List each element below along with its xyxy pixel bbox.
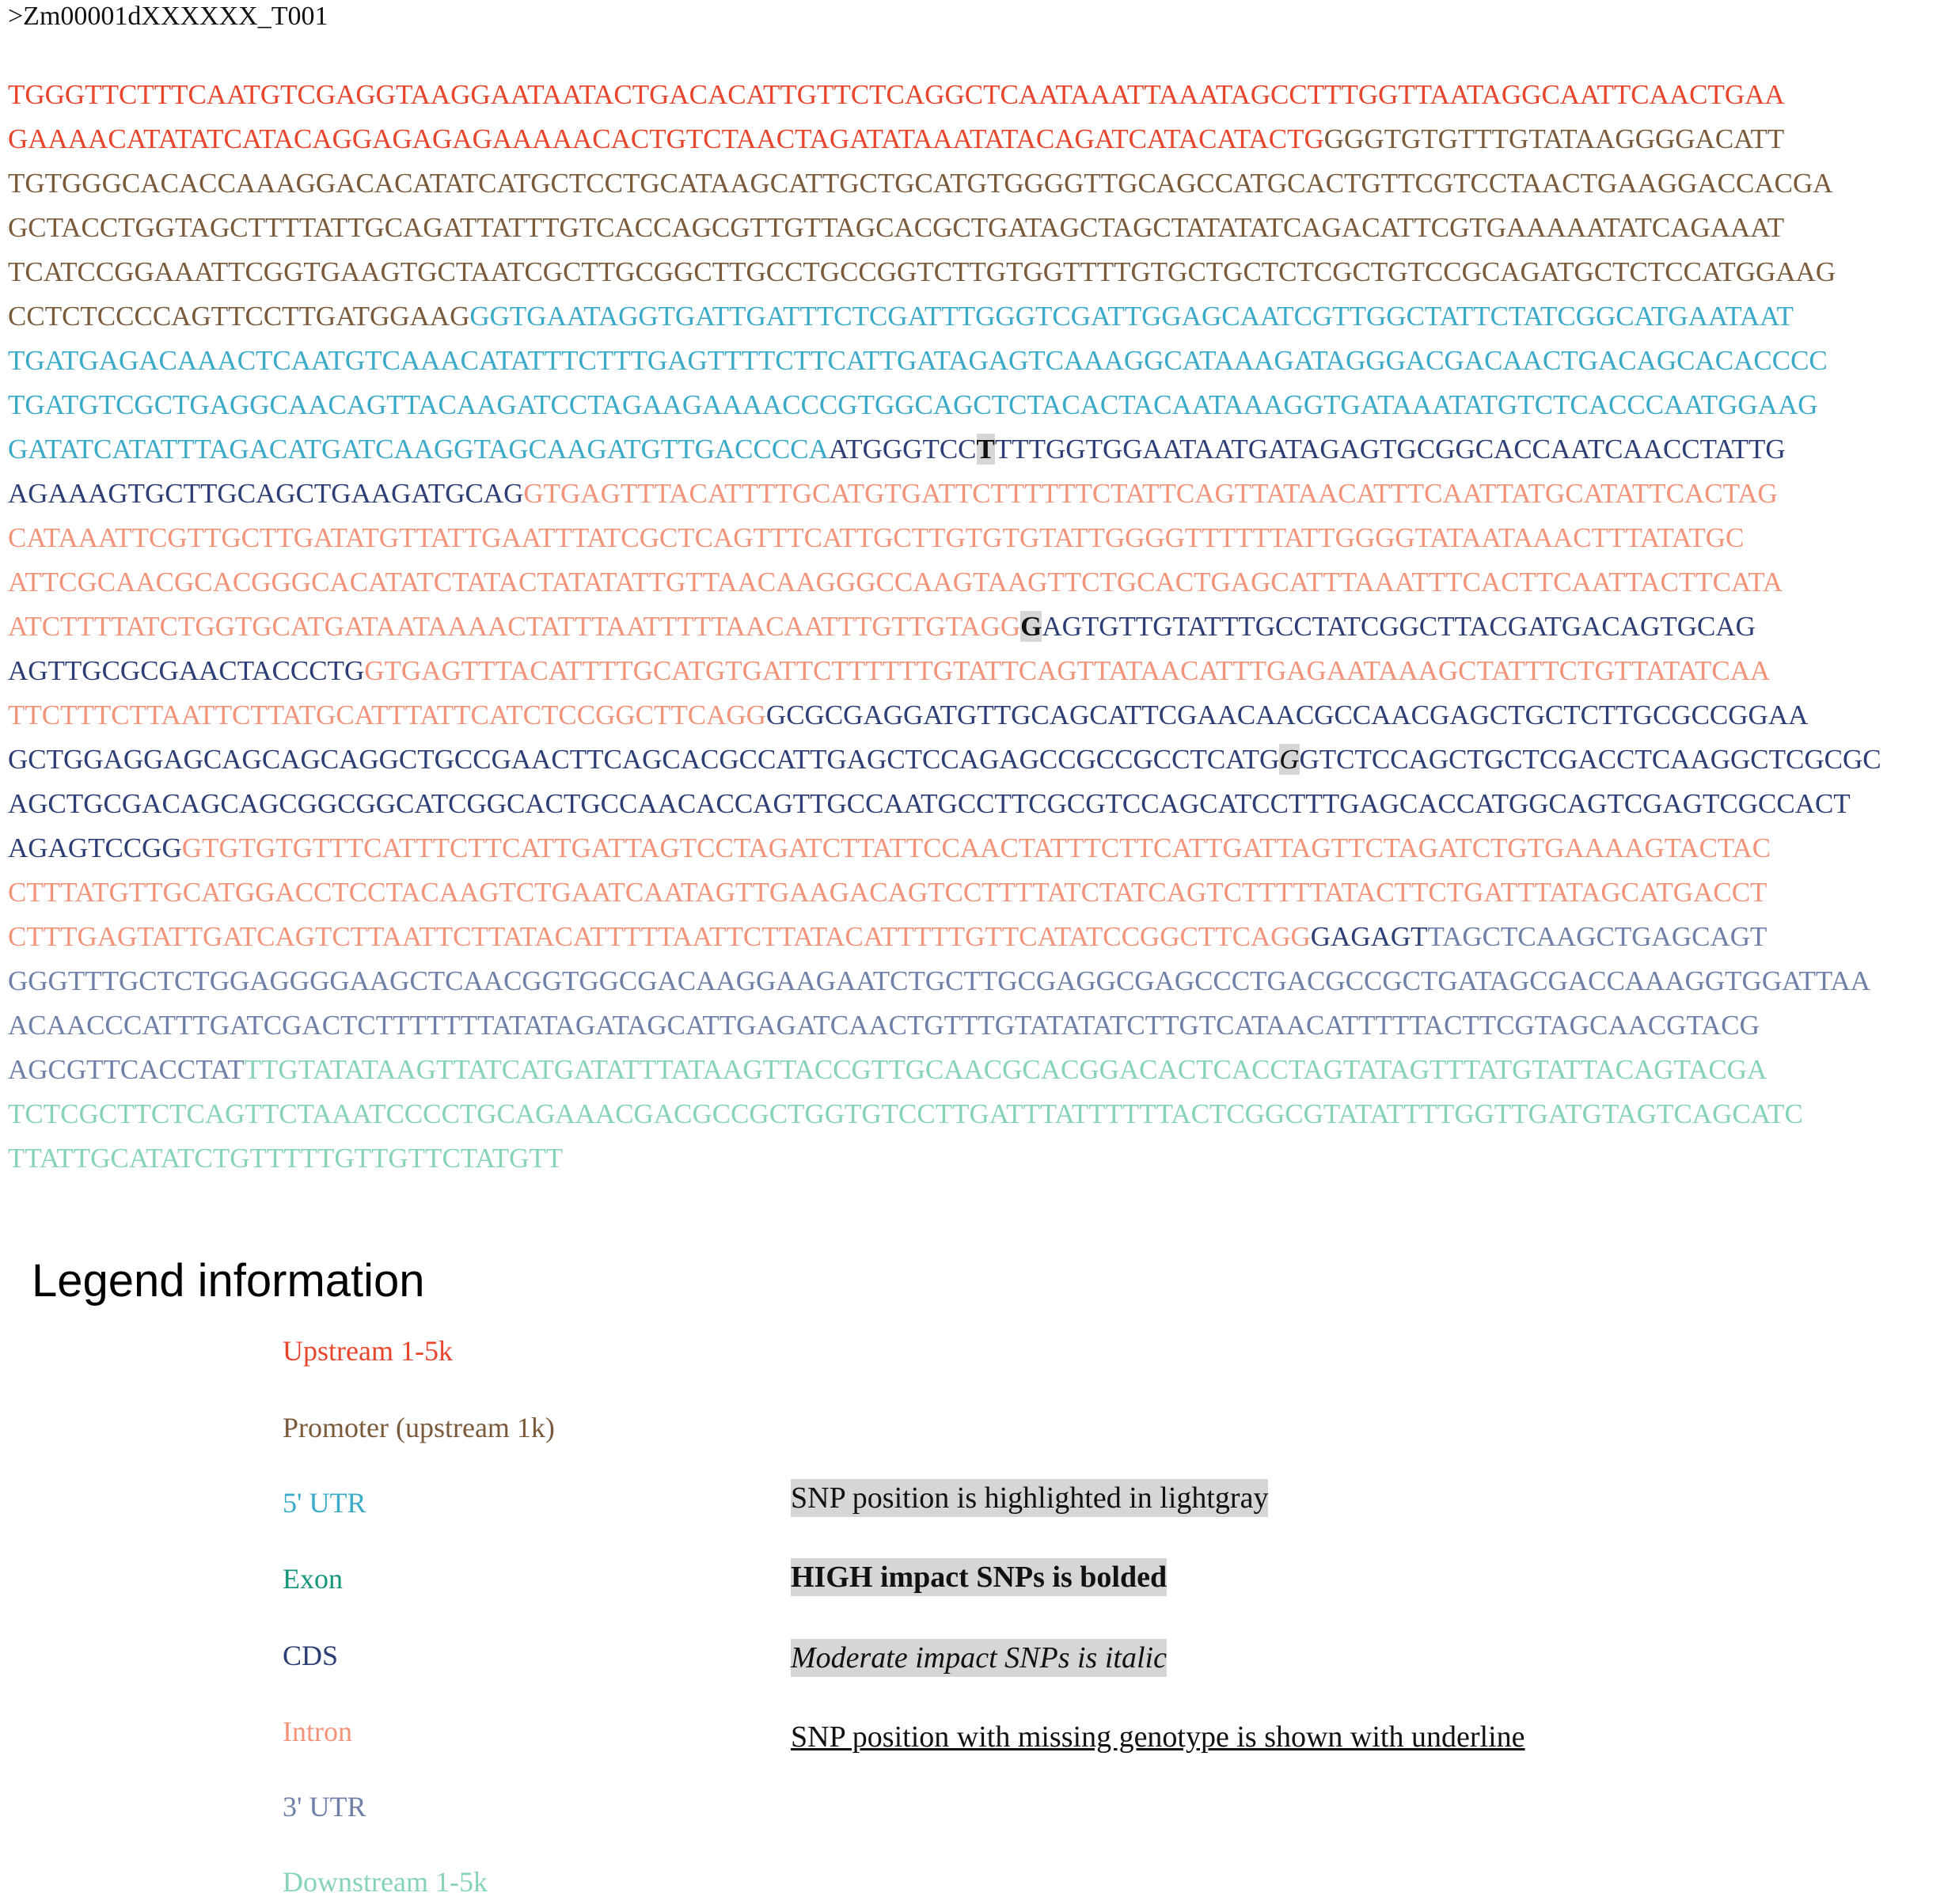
sequence-segment: GTGTGTGTTTCATTTCTTCATTGATTAGTCCTAGATCTTA… <box>181 833 1771 863</box>
sequence-segment: GATATCATATTTAGACATGATCAAGGTAGCAAGATGTTGA… <box>8 434 829 465</box>
sequence-line: GATATCATATTTAGACATGATCAAGGTAGCAAGATGTTGA… <box>8 427 1881 472</box>
legend-note: Moderate impact SNPs is italic <box>791 1639 1167 1677</box>
sequence-line: ATCTTTTATCTGGTGCATGATAATAAAACTATTTAATTTT… <box>8 605 1881 649</box>
sequence-segment: TGTGGGCACACCAAAGGACACATATCATGCTCCTGCATAA… <box>8 168 1833 199</box>
legend-item: 3' UTR <box>283 1791 366 1822</box>
sequence-line: AGCTGCGACAGCAGCGGCGGCATCGGCACTGCCAACACCA… <box>8 782 1881 826</box>
sequence-segment: AGCTGCGACAGCAGCGGCGGCATCGGCACTGCCAACACCA… <box>8 788 1851 819</box>
sequence-line: TTCTTTCTTAATTCTTATGCATTTATTCATCTCCGGCTTC… <box>8 693 1881 738</box>
sequence-segment: CTTTATGTTGCATGGACCTCCTACAAGTCTGAATCAATAG… <box>8 877 1767 908</box>
sequence-segment: ATCTTTTATCTGGTGCATGATAATAAAACTATTTAATTTT… <box>8 611 1021 642</box>
sequence-segment: TTGTATATAAGTTATCATGATATTTATAAGTTACCGTTGC… <box>244 1054 1767 1085</box>
sequence-line: TTATTGCATATCTGTTTTTGTTGTTCTATGTT <box>8 1136 1881 1181</box>
sequence-line: AGAAAGTGCTTGCAGCTGAAGATGCAGGTGAGTTTACATT… <box>8 472 1881 516</box>
sequence-segment: CTTTGAGTATTGATCAGTCTTAATTCTTATACATTTTTAA… <box>8 921 1311 952</box>
legend-item: Downstream 1-5k <box>283 1866 488 1898</box>
sequence-segment: TTATTGCATATCTGTTTTTGTTGTTCTATGTT <box>8 1143 564 1174</box>
legend-item: Intron <box>283 1716 352 1747</box>
sequence-line: TGATGAGACAAACTCAATGTCAAACATATTTCTTTGAGTT… <box>8 339 1881 383</box>
sequence-segment: AGTGTTGTATTTGCCTATCGGCTTACGATGACAGTGCAG <box>1042 611 1756 642</box>
sequence-segment: GTGAGTTTACATTTTGCATGTGATTCTTTTTTGTATTCAG… <box>364 655 1771 686</box>
sequence-segment: AGTTGCGCGAACTACCCTG <box>8 655 365 686</box>
sequence-segment: CATAAATTCGTTGCTTGATATGTTATTGAATTTATCGCTC… <box>8 522 1745 553</box>
snp: G <box>1279 744 1300 775</box>
sequence-segment: TCTCGCTTCTCAGTTCTAAATCCCCTGCAGAAACGACGCC… <box>8 1098 1803 1129</box>
legend-note: SNP position is highlighted in lightgray <box>791 1479 1269 1517</box>
sequence-segment: TTCTTTCTTAATTCTTATGCATTTATTCATCTCCGGCTTC… <box>8 700 766 730</box>
sequence-segment: AGAAAGTGCTTGCAGCTGAAGATGCAG <box>8 478 524 509</box>
sequence-segment: GGTGAATAGGTGATTGATTTCTCGATTTGGGTCGATTGGA… <box>469 301 1794 332</box>
legend-item: 5' UTR <box>283 1487 366 1519</box>
sequence-segment: GGGTGTGTTTGTATAAGGGGACATT <box>1323 123 1785 154</box>
sequence-line: CTTTGAGTATTGATCAGTCTTAATTCTTATACATTTTTAA… <box>8 915 1881 959</box>
legend-item: Exon <box>283 1563 343 1595</box>
sequence-segment: GTCTCCAGCTGCTCGACCTCAAGGCTCGCGC <box>1299 744 1881 775</box>
sequence-segment: GGGTTTGCTCTGGAGGGGAAGCTCAACGGTGGCGACAAGG… <box>8 965 1870 996</box>
sequence-line: TGGGTTCTTTCAATGTCGAGGTAAGGAATAATACTGACAC… <box>8 73 1881 117</box>
sequence-line: CTTTATGTTGCATGGACCTCCTACAAGTCTGAATCAATAG… <box>8 870 1881 915</box>
sequence-segment: AGAGTCCGG <box>8 833 182 863</box>
sequence-segment: GCTGGAGGAGCAGCAGCAGGCTGCCGAACTTCAGCACGCC… <box>8 744 1280 775</box>
sequence-segment: GAAAACATATATCATACAGGAGAGAGAAAAACACTGTCTA… <box>8 123 1324 154</box>
sequence-segment: CCTCTCCCCAGTTCCTTGATGGAAG <box>8 301 470 332</box>
sequence-line: CATAAATTCGTTGCTTGATATGTTATTGAATTTATCGCTC… <box>8 516 1881 560</box>
snp: G <box>1020 611 1042 642</box>
sequence-segment: ACAACCCATTTGATCGACTCTTTTTTTATATAGATAGCAT… <box>8 1010 1760 1041</box>
sequence-segment: GAGAGT <box>1310 921 1428 952</box>
sequence-segment: TGGGTTCTTTCAATGTCGAGGTAAGGAATAATACTGACAC… <box>8 79 1785 110</box>
sequence: TGGGTTCTTTCAATGTCGAGGTAAGGAATAATACTGACAC… <box>8 73 1881 1181</box>
legend-item: Promoter (upstream 1k) <box>283 1412 555 1443</box>
sequence-segment: TGATGTCGCTGAGGCAACAGTTACAAGATCCTAGAAGAAA… <box>8 389 1818 420</box>
legend-item: CDS <box>283 1640 339 1671</box>
sequence-line: TGTGGGCACACCAAAGGACACATATCATGCTCCTGCATAA… <box>8 161 1881 206</box>
sequence-segment: ATGGGTCC <box>828 434 977 465</box>
sequence-segment: ATTCGCAACGCACGGGCACATATCTATACTATATATTGTT… <box>8 567 1783 597</box>
sequence-line: AGAGTCCGGGTGTGTGTTTCATTTCTTCATTGATTAGTCC… <box>8 826 1881 870</box>
sequence-segment: GCGCGAGGATGTTGCAGCATTCGAACAACGCCAACGAGCT… <box>765 700 1809 730</box>
sequence-line: GGGTTTGCTCTGGAGGGGAAGCTCAACGGTGGCGACAAGG… <box>8 959 1881 1003</box>
sequence-line: TCTCGCTTCTCAGTTCTAAATCCCCTGCAGAAACGACGCC… <box>8 1092 1881 1136</box>
sequence-segment: TCATCCGGAAATTCGGTGAAGTGCTAATCGCTTGCGGCTT… <box>8 256 1836 287</box>
sequence-line: GAAAACATATATCATACAGGAGAGAGAAAAACACTGTCTA… <box>8 117 1881 161</box>
sequence-line: AGCGTTCACCTATTTGTATATAAGTTATCATGATATTTAT… <box>8 1048 1881 1092</box>
sequence-segment: GCTACCTGGTAGCTTTTATTGCAGATTATTTGTCACCAGC… <box>8 212 1785 243</box>
sequence-segment: TGATGAGACAAACTCAATGTCAAACATATTTCTTTGAGTT… <box>8 345 1828 376</box>
sequence-line: CCTCTCCCCAGTTCCTTGATGGAAGGGTGAATAGGTGATT… <box>8 294 1881 339</box>
sequence-line: GCTACCTGGTAGCTTTTATTGCAGATTATTTGTCACCAGC… <box>8 206 1881 250</box>
sequence-segment: TAGCTCAAGCTGAGCAGT <box>1427 921 1767 952</box>
sequence-segment: GTGAGTTTACATTTTGCATGTGATTCTTTTTTCTATTCAG… <box>523 478 1778 509</box>
sequence-line: ACAACCCATTTGATCGACTCTTTTTTTATATAGATAGCAT… <box>8 1003 1881 1048</box>
sequence-header: >Zm00001dXXXXXX_T001 <box>8 2 328 31</box>
sequence-segment: AGCGTTCACCTAT <box>8 1054 245 1085</box>
sequence-line: TGATGTCGCTGAGGCAACAGTTACAAGATCCTAGAAGAAA… <box>8 383 1881 427</box>
sequence-line: GCTGGAGGAGCAGCAGCAGGCTGCCGAACTTCAGCACGCC… <box>8 738 1881 782</box>
sequence-line: AGTTGCGCGAACTACCCTGGTGAGTTTACATTTTGCATGT… <box>8 649 1881 693</box>
legend-item: Upstream 1-5k <box>283 1335 453 1367</box>
legend-note: HIGH impact SNPs is bolded <box>791 1558 1168 1596</box>
legend-note: SNP position with missing genotype is sh… <box>791 1720 1525 1754</box>
sequence-line: TCATCCGGAAATTCGGTGAAGTGCTAATCGCTTGCGGCTT… <box>8 250 1881 294</box>
sequence-segment: TTTGGTGGAATAATGATAGAGTGCGGCACCAATCAACCTA… <box>994 434 1786 465</box>
snp: T <box>976 434 995 465</box>
sequence-line: ATTCGCAACGCACGGGCACATATCTATACTATATATTGTT… <box>8 560 1881 605</box>
legend-title: Legend information <box>32 1255 425 1307</box>
